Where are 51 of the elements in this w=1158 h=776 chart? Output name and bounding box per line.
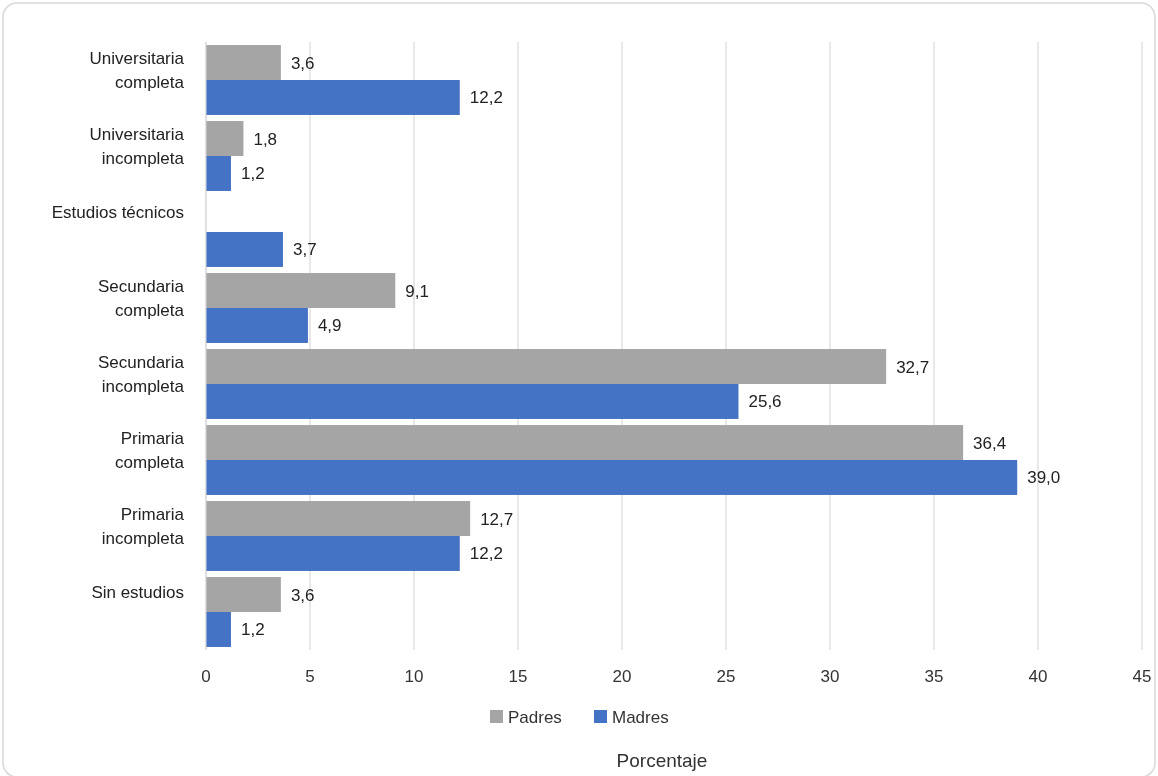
bar <box>206 121 244 156</box>
y-tick-label: Secundaria incompleta <box>97 353 185 396</box>
bar <box>206 308 308 343</box>
bar <box>206 425 964 460</box>
bar <box>206 232 283 267</box>
x-tick-label: 30 <box>820 667 840 686</box>
legend-label: Madres <box>612 708 669 727</box>
bar <box>206 80 460 115</box>
data-label: 3,6 <box>290 585 315 605</box>
data-label: 32,7 <box>896 357 930 377</box>
y-tick-label: Universitaria completa <box>89 49 185 92</box>
bar <box>206 577 281 612</box>
data-label: 12,2 <box>469 88 503 108</box>
x-tick-label: 45 <box>1132 667 1152 686</box>
bar <box>206 460 1018 495</box>
bar <box>206 612 231 647</box>
x-tick-label: 20 <box>612 667 632 686</box>
x-axis-title: Porcentaje <box>616 750 708 771</box>
bar <box>206 536 460 571</box>
data-label: 25,6 <box>748 392 782 412</box>
data-label: 9,1 <box>405 281 429 301</box>
bar <box>206 156 231 191</box>
x-tick-label: 15 <box>508 667 528 686</box>
legend-label: Padres <box>508 708 562 727</box>
bar <box>206 273 396 308</box>
x-tick-label: 25 <box>716 667 736 686</box>
bar <box>206 501 471 536</box>
data-label: 36,4 <box>973 433 1007 453</box>
data-label: 4,9 <box>317 316 342 336</box>
y-tick-label: Secundaria completa <box>97 277 185 320</box>
data-label: 1,8 <box>253 129 278 149</box>
y-tick-label: Estudios técnicos <box>51 203 184 222</box>
bar <box>206 349 887 384</box>
x-tick-label: 5 <box>305 667 315 686</box>
data-label: 12,2 <box>469 544 503 564</box>
y-tick-label: Universitaria incompleta <box>89 125 185 168</box>
data-label: 3,7 <box>292 240 317 260</box>
data-label: 12,7 <box>480 509 514 529</box>
data-label: 1,2 <box>240 164 265 184</box>
data-label: 1,2 <box>240 620 265 640</box>
x-tick-label: 0 <box>201 667 211 686</box>
x-tick-label: 40 <box>1028 667 1048 686</box>
x-tick-label: 10 <box>404 667 424 686</box>
bar <box>206 384 739 419</box>
y-tick-label: Sin estudios <box>91 583 184 602</box>
data-label: 3,6 <box>290 53 315 73</box>
bar <box>206 45 281 80</box>
y-tick-label: Primaria incompleta <box>101 505 185 548</box>
y-tick-label: Primaria completa <box>115 429 185 472</box>
x-tick-label: 35 <box>924 667 944 686</box>
data-label: 39,0 <box>1027 468 1061 488</box>
